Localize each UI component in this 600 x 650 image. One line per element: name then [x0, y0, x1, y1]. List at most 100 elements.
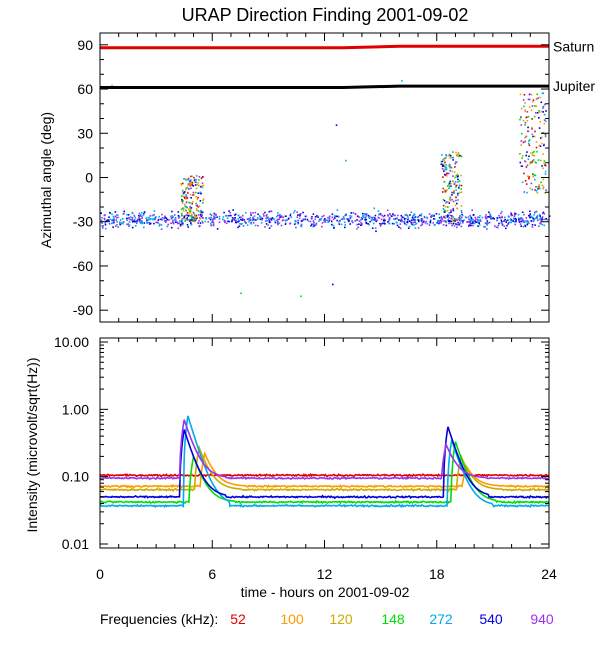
- burst-point: [535, 186, 538, 188]
- burst-point: [541, 142, 543, 145]
- azimuth-point: [360, 216, 363, 219]
- azimuth-point: [336, 219, 338, 222]
- burst-point: [525, 166, 528, 168]
- azimuth-point: [429, 219, 432, 221]
- azimuth-point: [213, 215, 215, 217]
- burst-point: [536, 93, 538, 96]
- burst-point: [197, 196, 199, 199]
- burst-point: [529, 161, 532, 163]
- azimuth-point: [408, 225, 411, 228]
- azimuth-point: [452, 223, 455, 225]
- azimuth-point: [503, 220, 505, 222]
- azimuth-point: [379, 225, 382, 227]
- azimuth-point: [469, 224, 471, 226]
- azimuth-point: [139, 221, 142, 223]
- azimuth-point: [307, 220, 310, 222]
- burst-point: [519, 153, 521, 155]
- azimuth-point: [318, 220, 320, 222]
- burst-point: [192, 211, 195, 214]
- azimuth-point: [234, 213, 237, 216]
- azimuth-point: [131, 217, 134, 219]
- burst-point: [542, 178, 545, 181]
- azimuth-point: [419, 219, 421, 222]
- burst-point: [185, 178, 187, 180]
- burst-point: [455, 184, 457, 187]
- azimuth-point: [314, 224, 317, 226]
- azimuth-point: [388, 219, 390, 222]
- burst-point: [452, 175, 454, 177]
- azimuth-point: [505, 227, 507, 230]
- azimuth-point: [331, 223, 333, 226]
- azimuth-point: [136, 221, 138, 224]
- azimuth-point: [198, 224, 201, 227]
- burst-point: [457, 152, 460, 154]
- burst-point: [524, 140, 526, 143]
- azimuth-point: [277, 223, 279, 226]
- azimuth-point: [439, 222, 442, 224]
- azimuth-point: [168, 219, 170, 221]
- azimuth-point: [534, 217, 537, 220]
- azimuth-point: [433, 214, 435, 216]
- azimuth-point: [294, 222, 297, 225]
- azimuth-point: [138, 212, 141, 215]
- azimuth-point: [332, 218, 335, 220]
- burst-point: [526, 111, 529, 113]
- burst-point: [187, 178, 189, 181]
- burst-point: [543, 162, 545, 165]
- burst-point: [452, 220, 454, 223]
- azimuth-point: [255, 219, 257, 221]
- azimuth-point: [264, 211, 266, 214]
- burst-point: [188, 220, 191, 222]
- azimuth-point: [420, 214, 423, 217]
- burst-point: [451, 217, 454, 219]
- azimuth-point: [115, 216, 118, 219]
- azimuth-point: [223, 211, 225, 214]
- azimuth-point: [253, 218, 256, 221]
- burst-point: [449, 166, 451, 169]
- azimuth-point: [367, 214, 370, 217]
- azimuth-point: [133, 214, 135, 217]
- azimuth-point: [485, 218, 488, 220]
- azimuth-point: [312, 220, 315, 222]
- burst-point: [198, 184, 200, 187]
- azimuth-point: [495, 226, 498, 228]
- azimuth-point: [432, 218, 435, 220]
- burst-point: [528, 177, 530, 180]
- azimuth-point: [248, 219, 250, 221]
- azimuth-point: [435, 213, 438, 215]
- azimuth-point: [281, 219, 284, 222]
- azimuth-point: [174, 221, 177, 223]
- azimuth-point: [507, 223, 510, 225]
- burst-point: [444, 157, 446, 160]
- azimuth-point: [210, 221, 213, 224]
- burst-point: [441, 191, 444, 193]
- burst-point: [527, 115, 530, 118]
- azimuth-tick-label: 30: [77, 125, 93, 141]
- azimuth-point: [314, 216, 317, 218]
- burst-point: [202, 217, 204, 219]
- burst-point: [523, 94, 526, 96]
- burst-point: [444, 166, 446, 168]
- azimuth-point: [456, 224, 459, 226]
- burst-point: [190, 197, 192, 199]
- intensity-tick-label: 0.10: [62, 469, 89, 485]
- burst-point: [452, 208, 454, 210]
- burst-point: [544, 135, 547, 138]
- burst-point: [451, 198, 453, 201]
- burst-point: [543, 144, 545, 147]
- azimuth-point: [116, 224, 118, 226]
- azimuth-point: [374, 214, 377, 217]
- intensity-ylabel: Intensity (microvolt/sqrt(Hz)): [24, 357, 40, 532]
- burst-point: [202, 202, 204, 204]
- burst-point: [535, 141, 538, 143]
- burst-point: [451, 219, 453, 222]
- azimuth-point: [486, 228, 488, 230]
- azimuth-point: [123, 221, 125, 223]
- azimuth-point: [254, 211, 257, 214]
- azimuth-point: [123, 212, 125, 215]
- burst-point: [195, 178, 197, 181]
- azimuth-tick-label: 60: [77, 81, 93, 97]
- azimuth-point: [294, 219, 296, 222]
- burst-point: [449, 165, 452, 167]
- burst-point: [533, 105, 536, 107]
